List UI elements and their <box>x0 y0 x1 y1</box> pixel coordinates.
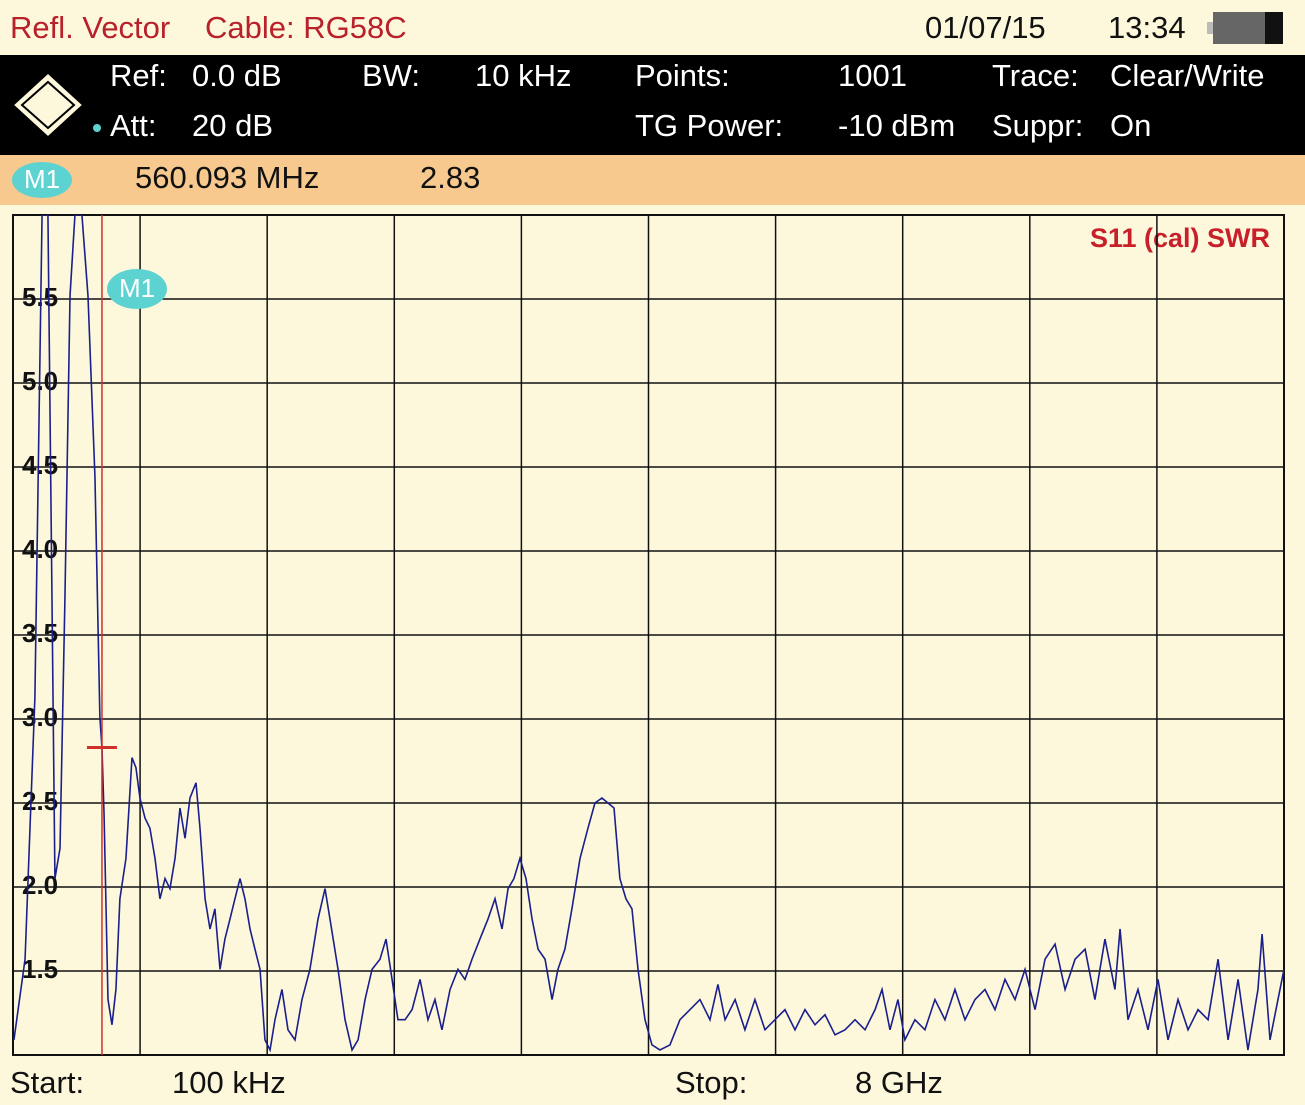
setting-label: Points: <box>635 58 730 93</box>
cable: Cable: RG58C <box>205 10 407 45</box>
marker-value: 2.83 <box>420 160 480 195</box>
setting-value: 20 dB <box>192 108 273 143</box>
setting-value: -10 dBm <box>838 108 955 143</box>
marker-frequency: 560.093 MHz <box>135 160 319 195</box>
trace <box>13 215 1284 1053</box>
marker-bar <box>0 155 1305 205</box>
att-dot <box>93 124 101 132</box>
stop-label: Stop: <box>675 1065 747 1100</box>
setting-label: TG Power: <box>635 108 783 143</box>
start-label: Start: <box>10 1065 84 1100</box>
marker-badge-label: M1 <box>24 164 60 194</box>
y-tick-label: 4.0 <box>22 534 58 564</box>
y-tick-label: 4.5 <box>22 450 58 480</box>
marker-badge <box>12 162 72 198</box>
y-tick-label: 2.5 <box>22 786 58 816</box>
logo <box>9 69 87 141</box>
start-value: 100 kHz <box>172 1065 286 1100</box>
setting-value: On <box>1110 108 1151 143</box>
y-tick-label: 3.0 <box>22 702 58 732</box>
setting-label: Suppr: <box>992 108 1083 143</box>
setting-label: Trace: <box>992 58 1079 93</box>
setting-value: 10 kHz <box>475 58 571 93</box>
setting-value: 0.0 dB <box>192 58 282 93</box>
setting-label: Att: <box>110 108 157 143</box>
battery-icon <box>1207 12 1283 44</box>
setting-label: Ref: <box>110 58 167 93</box>
stop-value: 8 GHz <box>855 1065 943 1100</box>
marker-flag <box>107 269 167 309</box>
mode: Refl. Vector <box>10 10 170 45</box>
settings-bar <box>0 55 1305 155</box>
y-tick-label: 1.5 <box>22 954 58 984</box>
setting-value: Clear/Write <box>1110 58 1264 93</box>
time: 13:34 <box>1108 10 1186 45</box>
setting-label: BW: <box>362 58 420 93</box>
setting-value: 1001 <box>838 58 907 93</box>
marker-flag-label: M1 <box>119 273 155 303</box>
date: 01/07/15 <box>925 10 1046 45</box>
trace-label: S11 (cal) SWR <box>1090 223 1270 253</box>
